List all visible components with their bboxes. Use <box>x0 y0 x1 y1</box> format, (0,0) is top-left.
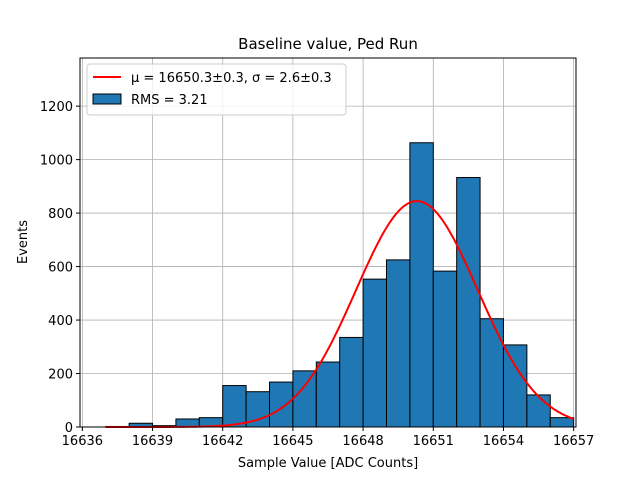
y-tick-label: 600 <box>48 261 73 276</box>
legend-hist-swatch <box>92 93 122 105</box>
histogram-bar <box>269 381 294 428</box>
legend-fit-label: μ = 16650.3±0.3, σ = 2.6±0.3 <box>131 71 332 86</box>
x-tick-label: 16648 <box>342 434 383 449</box>
x-axis: 16636 16639 16642 16645 16648 16651 16654 16657 <box>62 427 594 449</box>
y-tick-label: 1200 <box>40 100 73 115</box>
histogram-bar <box>549 417 575 428</box>
chart-title: Baseline value, Ped Run <box>238 35 418 53</box>
histogram-bar <box>526 394 551 428</box>
histogram-bar <box>292 370 317 428</box>
y-axis-label: Events <box>16 220 31 264</box>
histogram-bar <box>339 336 364 428</box>
x-tick-label: 16636 <box>62 434 103 449</box>
histogram-bar <box>409 142 434 428</box>
histogram-bar <box>479 318 504 428</box>
plot-frame <box>79 57 577 428</box>
x-axis-label: Sample Value [ADC Counts] <box>238 456 418 471</box>
histogram-bar <box>315 361 341 428</box>
y-tick-label: 800 <box>48 207 73 222</box>
histogram-bar <box>362 278 387 428</box>
y-tick-label: 1000 <box>40 154 73 169</box>
histogram-bars <box>105 142 575 428</box>
legend-box <box>86 63 347 116</box>
x-tick-label: 16639 <box>132 434 173 449</box>
y-tick-label: 200 <box>48 368 73 383</box>
x-tick-label: 16645 <box>272 434 313 449</box>
histogram-bar <box>502 344 528 428</box>
y-tick-label: 400 <box>48 314 73 329</box>
histogram-bar <box>385 259 411 428</box>
y-axis: 0 200 400 600 800 1000 1200 <box>40 100 80 436</box>
x-tick-label: 16642 <box>202 434 243 449</box>
y-tick-label: 0 <box>65 421 73 436</box>
legend-hist-label: RMS = 3.21 <box>131 93 208 108</box>
x-tick-label: 16651 <box>413 434 454 449</box>
x-tick-label: 16654 <box>483 434 524 449</box>
histogram-bar <box>432 270 458 428</box>
histogram-bar <box>456 177 481 428</box>
x-tick-label: 16657 <box>553 434 594 449</box>
legend: μ = 16650.3±0.3, σ = 2.6±0.3 RMS = 3.21 <box>86 63 347 116</box>
histogram-bar <box>222 385 247 428</box>
